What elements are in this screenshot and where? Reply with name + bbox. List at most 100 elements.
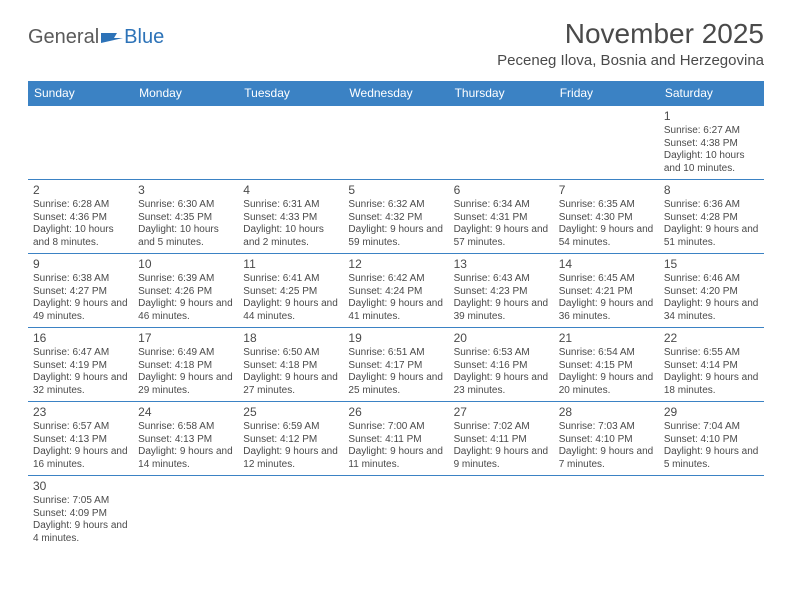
weekday-header: Saturday [659,81,764,106]
calendar-cell: 18Sunrise: 6:50 AMSunset: 4:18 PMDayligh… [238,328,343,402]
calendar-table: SundayMondayTuesdayWednesdayThursdayFrid… [28,81,764,550]
sunset-line: Sunset: 4:30 PM [559,212,654,225]
sunset-line: Sunset: 4:13 PM [138,434,233,447]
calendar-cell: 21Sunrise: 6:54 AMSunset: 4:15 PMDayligh… [554,328,659,402]
day-number: 21 [559,331,654,346]
calendar-cell [343,476,448,550]
daylight-line: Daylight: 9 hours and 23 minutes. [454,372,549,397]
calendar-cell: 2Sunrise: 6:28 AMSunset: 4:36 PMDaylight… [28,180,133,254]
daylight-line: Daylight: 9 hours and 54 minutes. [559,224,654,249]
calendar-cell: 8Sunrise: 6:36 AMSunset: 4:28 PMDaylight… [659,180,764,254]
day-number: 16 [33,331,128,346]
daylight-line: Daylight: 9 hours and 57 minutes. [454,224,549,249]
weekday-header-row: SundayMondayTuesdayWednesdayThursdayFrid… [28,81,764,106]
sunrise-line: Sunrise: 6:34 AM [454,199,549,212]
weekday-header: Friday [554,81,659,106]
sunset-line: Sunset: 4:32 PM [348,212,443,225]
daylight-line: Daylight: 10 hours and 8 minutes. [33,224,128,249]
calendar-cell: 24Sunrise: 6:58 AMSunset: 4:13 PMDayligh… [133,402,238,476]
daylight-line: Daylight: 10 hours and 10 minutes. [664,150,759,175]
sunset-line: Sunset: 4:33 PM [243,212,338,225]
day-number: 15 [664,257,759,272]
sunset-line: Sunset: 4:17 PM [348,360,443,373]
sunset-line: Sunset: 4:36 PM [33,212,128,225]
calendar-cell: 5Sunrise: 6:32 AMSunset: 4:32 PMDaylight… [343,180,448,254]
daylight-line: Daylight: 9 hours and 5 minutes. [664,446,759,471]
daylight-line: Daylight: 9 hours and 44 minutes. [243,298,338,323]
calendar-cell: 1Sunrise: 6:27 AMSunset: 4:38 PMDaylight… [659,106,764,180]
day-number: 10 [138,257,233,272]
sunrise-line: Sunrise: 6:57 AM [33,421,128,434]
sunrise-line: Sunrise: 6:45 AM [559,273,654,286]
sunrise-line: Sunrise: 6:28 AM [33,199,128,212]
calendar-cell: 7Sunrise: 6:35 AMSunset: 4:30 PMDaylight… [554,180,659,254]
day-number: 12 [348,257,443,272]
daylight-line: Daylight: 9 hours and 12 minutes. [243,446,338,471]
daylight-line: Daylight: 9 hours and 49 minutes. [33,298,128,323]
sunset-line: Sunset: 4:24 PM [348,286,443,299]
daylight-line: Daylight: 9 hours and 20 minutes. [559,372,654,397]
daylight-line: Daylight: 10 hours and 2 minutes. [243,224,338,249]
logo-text-general: General [28,26,99,49]
calendar-cell: 3Sunrise: 6:30 AMSunset: 4:35 PMDaylight… [133,180,238,254]
calendar-cell: 25Sunrise: 6:59 AMSunset: 4:12 PMDayligh… [238,402,343,476]
sunrise-line: Sunrise: 6:35 AM [559,199,654,212]
sunrise-line: Sunrise: 6:36 AM [664,199,759,212]
calendar-cell: 30Sunrise: 7:05 AMSunset: 4:09 PMDayligh… [28,476,133,550]
sunset-line: Sunset: 4:20 PM [664,286,759,299]
sunset-line: Sunset: 4:19 PM [33,360,128,373]
header: General Blue November 2025 Peceneg Ilova… [28,18,764,77]
sunrise-line: Sunrise: 6:54 AM [559,347,654,360]
day-number: 27 [454,405,549,420]
daylight-line: Daylight: 10 hours and 5 minutes. [138,224,233,249]
calendar-cell: 12Sunrise: 6:42 AMSunset: 4:24 PMDayligh… [343,254,448,328]
daylight-line: Daylight: 9 hours and 39 minutes. [454,298,549,323]
calendar-cell: 29Sunrise: 7:04 AMSunset: 4:10 PMDayligh… [659,402,764,476]
logo: General Blue [28,26,164,49]
day-number: 28 [559,405,654,420]
day-number: 5 [348,183,443,198]
sunrise-line: Sunrise: 7:05 AM [33,495,128,508]
calendar-cell [554,106,659,180]
calendar-cell: 9Sunrise: 6:38 AMSunset: 4:27 PMDaylight… [28,254,133,328]
logo-text-blue: Blue [124,26,164,49]
sunrise-line: Sunrise: 7:03 AM [559,421,654,434]
calendar-week-row: 30Sunrise: 7:05 AMSunset: 4:09 PMDayligh… [28,476,764,550]
calendar-cell [449,106,554,180]
sunset-line: Sunset: 4:15 PM [559,360,654,373]
calendar-week-row: 9Sunrise: 6:38 AMSunset: 4:27 PMDaylight… [28,254,764,328]
day-number: 13 [454,257,549,272]
day-number: 29 [664,405,759,420]
month-title: November 2025 [497,18,764,50]
calendar-cell: 22Sunrise: 6:55 AMSunset: 4:14 PMDayligh… [659,328,764,402]
calendar-week-row: 2Sunrise: 6:28 AMSunset: 4:36 PMDaylight… [28,180,764,254]
calendar-cell: 20Sunrise: 6:53 AMSunset: 4:16 PMDayligh… [449,328,554,402]
sunset-line: Sunset: 4:38 PM [664,138,759,151]
day-number: 24 [138,405,233,420]
calendar-cell [449,476,554,550]
calendar-cell: 16Sunrise: 6:47 AMSunset: 4:19 PMDayligh… [28,328,133,402]
day-number: 9 [33,257,128,272]
sunrise-line: Sunrise: 6:38 AM [33,273,128,286]
calendar-cell: 17Sunrise: 6:49 AMSunset: 4:18 PMDayligh… [133,328,238,402]
daylight-line: Daylight: 9 hours and 27 minutes. [243,372,338,397]
sunrise-line: Sunrise: 6:55 AM [664,347,759,360]
sunset-line: Sunset: 4:21 PM [559,286,654,299]
daylight-line: Daylight: 9 hours and 14 minutes. [138,446,233,471]
day-number: 7 [559,183,654,198]
calendar-cell: 14Sunrise: 6:45 AMSunset: 4:21 PMDayligh… [554,254,659,328]
sunrise-line: Sunrise: 6:47 AM [33,347,128,360]
daylight-line: Daylight: 9 hours and 16 minutes. [33,446,128,471]
calendar-week-row: 1Sunrise: 6:27 AMSunset: 4:38 PMDaylight… [28,106,764,180]
day-number: 11 [243,257,338,272]
logo-flag-icon [101,27,123,50]
daylight-line: Daylight: 9 hours and 51 minutes. [664,224,759,249]
daylight-line: Daylight: 9 hours and 59 minutes. [348,224,443,249]
weekday-header: Thursday [449,81,554,106]
sunset-line: Sunset: 4:18 PM [138,360,233,373]
sunset-line: Sunset: 4:28 PM [664,212,759,225]
sunset-line: Sunset: 4:31 PM [454,212,549,225]
daylight-line: Daylight: 9 hours and 32 minutes. [33,372,128,397]
sunset-line: Sunset: 4:10 PM [664,434,759,447]
daylight-line: Daylight: 9 hours and 9 minutes. [454,446,549,471]
